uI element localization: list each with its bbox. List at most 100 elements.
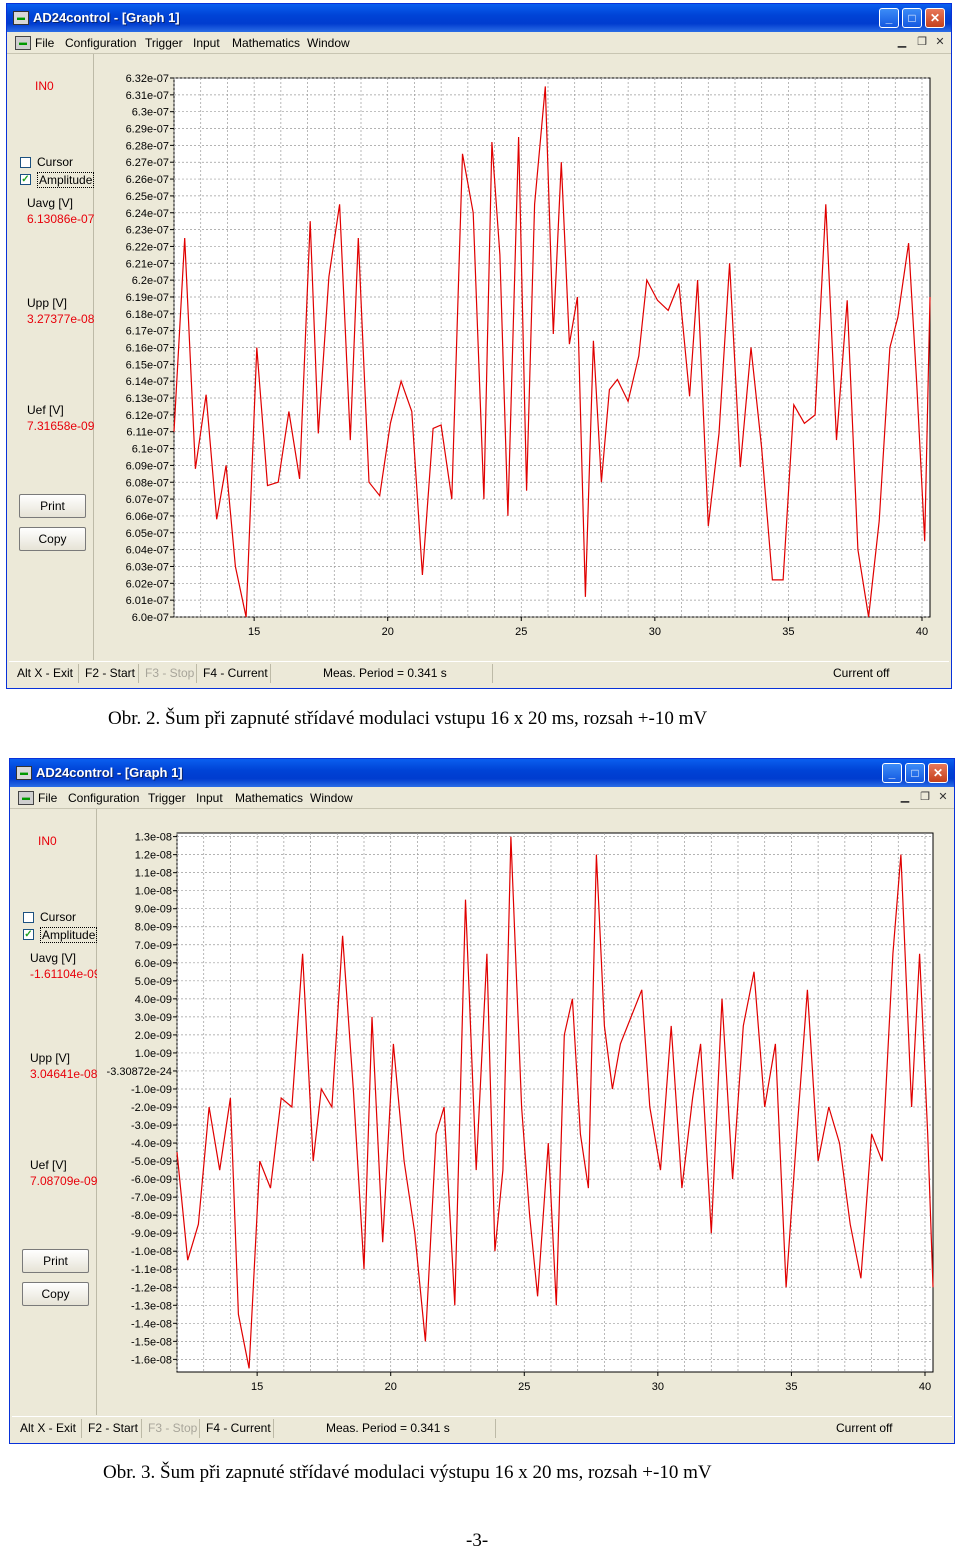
y-tick-label: 6.03e-07 [126, 561, 169, 573]
y-tick-label: 6.24e-07 [126, 208, 169, 220]
y-tick-label: 6.27e-07 [126, 157, 169, 169]
menu-input[interactable]: Input [196, 791, 223, 805]
status-current: F4 - Current [200, 1419, 274, 1438]
menu-trigger[interactable]: Trigger [145, 36, 183, 50]
menu-window[interactable]: Window [310, 791, 353, 805]
status-bar: Alt X - Exit F2 - Start F3 - Stop F4 - C… [12, 1416, 952, 1441]
y-tick-label: 6.09e-07 [126, 460, 169, 472]
x-tick-label: 15 [251, 1381, 263, 1393]
mdi-restore-icon[interactable]: ❐ [920, 791, 930, 803]
y-tick-label: -2.0e-09 [131, 1102, 172, 1114]
mdi-minimize-icon[interactable]: ▁ [900, 791, 910, 803]
uef-value: 7.31658e-09 [27, 419, 95, 433]
y-tick-label: 6.16e-07 [126, 343, 169, 355]
uef-label: Uef [V] [27, 403, 64, 417]
y-tick-label: 6.28e-07 [126, 140, 169, 152]
y-tick-label: -9.0e-09 [131, 1228, 172, 1240]
uef-value: 7.08709e-09 [30, 1174, 98, 1188]
x-tick-label: 30 [649, 626, 661, 638]
cursor-checkbox[interactable] [20, 157, 31, 168]
menu-configuration[interactable]: Configuration [68, 791, 140, 805]
cursor-label[interactable]: Cursor [37, 155, 74, 169]
print-button[interactable]: Print [19, 494, 86, 518]
graph-area: 6.32e-07 6.31e-07 6.3e-07 6.29e-07 6.28e-07 6… [94, 54, 949, 660]
amplitude-checkbox[interactable]: ✓ [20, 174, 31, 185]
menu-mathematics[interactable]: Mathematics [235, 791, 304, 805]
close-button[interactable]: ✕ [925, 8, 945, 28]
status-current-state: Current off [833, 666, 890, 680]
status-stop: F3 - Stop [142, 1419, 200, 1438]
y-tick-label: -1.0e-09 [131, 1084, 172, 1096]
menu-input[interactable]: Input [193, 36, 220, 50]
minimize-button[interactable]: _ [879, 8, 899, 28]
status-exit: Alt X - Exit [14, 1419, 82, 1438]
y-tick-label: 8.0e-09 [135, 922, 172, 934]
close-button[interactable]: ✕ [928, 763, 948, 783]
y-tick-label: 6.0e-09 [135, 958, 172, 970]
y-tick-label: 6.08e-07 [126, 477, 169, 489]
chart-svg: 1.3e-08 1.2e-08 1.1e-08 1.0e-08 9.0e-09 8.0e-… [107, 832, 934, 1393]
y-tick-label: -1.1e-08 [131, 1264, 172, 1276]
y-tick-label: 1.3e-08 [135, 832, 172, 844]
y-tick-label: 6.07e-07 [126, 494, 169, 506]
y-tick-label: 1.2e-08 [135, 850, 172, 862]
menu-bar: ▬ File Configuration Trigger Input Mathe… [10, 787, 954, 809]
app-icon[interactable]: ▬ [16, 766, 32, 780]
y-tick-label: -3.0e-09 [131, 1120, 172, 1132]
x-tick-label: 40 [919, 1381, 931, 1393]
amplitude-label[interactable]: Amplitude [40, 927, 98, 943]
maximize-button[interactable]: □ [902, 8, 922, 28]
x-tick-label: 40 [916, 626, 928, 638]
document-icon[interactable]: ▬ [18, 791, 34, 805]
cursor-checkbox[interactable] [23, 912, 34, 923]
y-tick-label: 6.15e-07 [126, 359, 169, 371]
mdi-close-icon[interactable]: ✕ [935, 36, 945, 48]
title-bar[interactable]: ▬ AD24control - [Graph 1] _ □ ✕ [10, 759, 954, 787]
copy-button[interactable]: Copy [22, 1282, 89, 1306]
copy-button[interactable]: Copy [19, 527, 86, 551]
minimize-button[interactable]: _ [882, 763, 902, 783]
menu-window[interactable]: Window [307, 36, 350, 50]
menu-file[interactable]: File [35, 36, 55, 50]
maximize-button[interactable]: □ [905, 763, 925, 783]
x-tick-label: 20 [382, 626, 394, 638]
uavg-label: Uavg [V] [30, 951, 77, 965]
y-tick-label: 6.1e-07 [132, 444, 169, 456]
status-exit: Alt X - Exit [11, 664, 79, 683]
mdi-close-icon[interactable]: ✕ [938, 791, 948, 803]
graph-area: 1.3e-08 1.2e-08 1.1e-08 1.0e-08 9.0e-09 8.0e-… [97, 809, 952, 1415]
uavg-label: Uavg [V] [27, 196, 74, 210]
menu-mathematics[interactable]: Mathematics [232, 36, 301, 50]
y-tick-label: 6.25e-07 [126, 191, 169, 203]
app-icon[interactable]: ▬ [13, 11, 29, 25]
mdi-restore-icon[interactable]: ❐ [917, 36, 927, 48]
status-current: F4 - Current [197, 664, 271, 683]
x-tick-label: 15 [248, 626, 260, 638]
status-period: Meas. Period = 0.341 s [271, 664, 493, 683]
menu-file[interactable]: File [38, 791, 58, 805]
y-tick-label: -4.0e-09 [131, 1138, 172, 1150]
menu-configuration[interactable]: Configuration [65, 36, 137, 50]
print-button[interactable]: Print [22, 1249, 89, 1273]
document-icon[interactable]: ▬ [15, 36, 31, 50]
menu-trigger[interactable]: Trigger [148, 791, 186, 805]
y-tick-label: 6.26e-07 [126, 174, 169, 186]
amplitude-checkbox[interactable]: ✓ [23, 929, 34, 940]
status-start: F2 - Start [82, 1419, 142, 1438]
y-tick-label: 6.32e-07 [126, 73, 169, 85]
y-tick-label: 6.19e-07 [126, 292, 169, 304]
y-tick-label: 2.0e-09 [135, 1030, 172, 1042]
title-bar[interactable]: ▬ AD24control - [Graph 1] _ □ ✕ [7, 4, 951, 32]
x-tick-label: 20 [385, 1381, 397, 1393]
cursor-label[interactable]: Cursor [40, 910, 77, 924]
y-tick-label: 5.0e-09 [135, 976, 172, 988]
signal-series-line [173, 86, 931, 618]
mdi-minimize-icon[interactable]: ▁ [897, 36, 907, 48]
y-tick-label: -1.4e-08 [131, 1318, 172, 1330]
y-tick-label: 6.01e-07 [126, 595, 169, 607]
measurement-panel: IN0 Cursor ✓ Amplitude Uavg [V] 6.13086e… [9, 54, 94, 660]
amplitude-label[interactable]: Amplitude [37, 172, 95, 188]
y-tick-label: 6.12e-07 [126, 410, 169, 422]
window-title: AD24control - [Graph 1] [36, 765, 183, 780]
upp-label: Upp [V] [27, 296, 68, 310]
